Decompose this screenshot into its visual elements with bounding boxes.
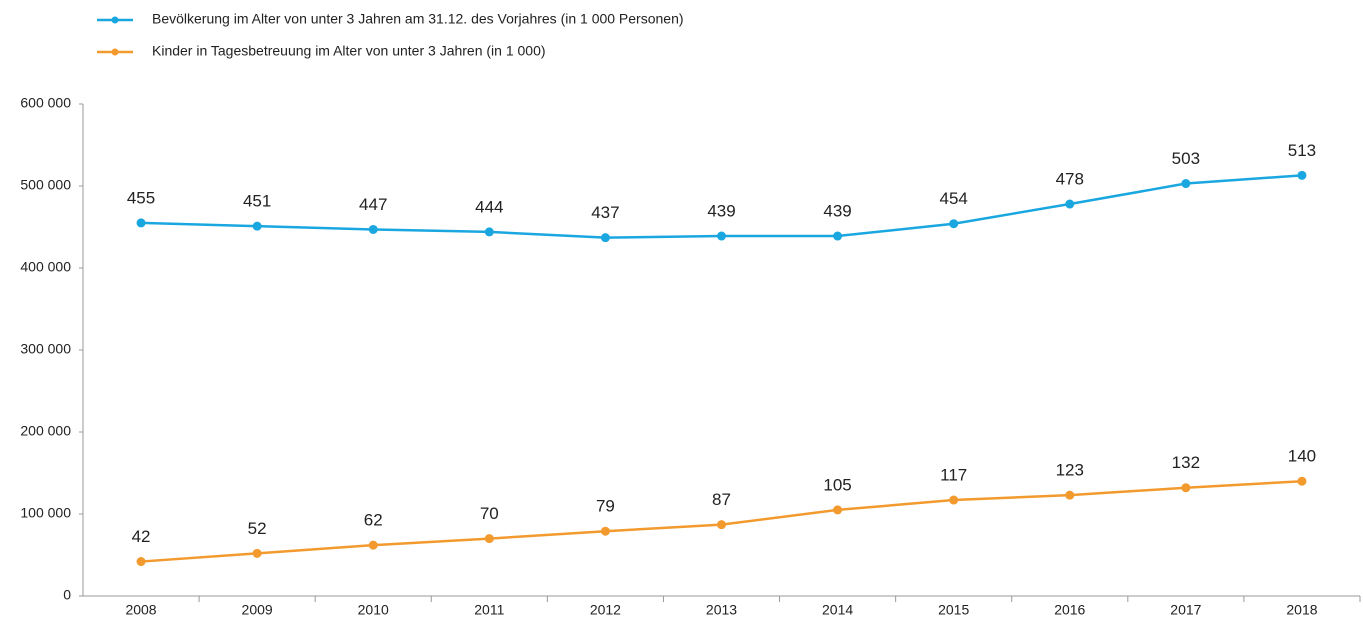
- x-tick-label: 2016: [1054, 602, 1085, 618]
- y-tick-label: 0: [63, 587, 71, 603]
- data-label: 140: [1288, 447, 1316, 466]
- data-point: [949, 495, 959, 505]
- x-tick-label: 2013: [706, 602, 737, 618]
- x-tick-label: 2009: [242, 602, 273, 618]
- data-label: 451: [243, 192, 271, 211]
- x-tick-label: 2015: [938, 602, 969, 618]
- data-point: [484, 534, 494, 544]
- legend-marker: [111, 16, 119, 24]
- y-tick-label: 500 000: [20, 177, 71, 193]
- legend-label: Kinder in Tagesbetreuung im Alter von un…: [152, 43, 546, 59]
- data-point: [136, 218, 146, 228]
- x-tick-label: 2011: [474, 602, 504, 618]
- y-tick-label: 300 000: [20, 341, 71, 357]
- data-point: [600, 526, 610, 536]
- x-tick-label: 2018: [1286, 602, 1317, 618]
- data-point: [252, 548, 262, 558]
- data-label: 454: [939, 189, 967, 208]
- y-tick-label: 100 000: [20, 505, 71, 521]
- data-point: [1065, 490, 1075, 500]
- data-label: 70: [480, 504, 499, 523]
- data-point: [1297, 476, 1307, 486]
- data-label: 132: [1172, 453, 1200, 472]
- data-label: 439: [707, 202, 735, 221]
- x-tick-label: 2010: [358, 602, 389, 618]
- legend-marker: [111, 48, 119, 56]
- data-label: 503: [1172, 149, 1200, 168]
- y-tick-label: 200 000: [20, 423, 71, 439]
- data-label: 42: [132, 527, 151, 546]
- data-point: [833, 231, 843, 241]
- y-tick-label: 600 000: [20, 95, 71, 111]
- data-point: [368, 540, 378, 550]
- data-point: [1297, 170, 1307, 180]
- data-point: [1181, 483, 1191, 493]
- data-label: 455: [127, 188, 155, 207]
- data-point: [1181, 179, 1191, 189]
- data-point: [717, 231, 726, 241]
- data-label: 444: [475, 197, 503, 216]
- data-point: [1065, 199, 1075, 209]
- x-tick-label: 2008: [125, 602, 156, 618]
- x-tick-label: 2012: [590, 602, 621, 618]
- data-label: 52: [248, 519, 267, 538]
- data-label: 478: [1056, 170, 1084, 189]
- y-tick-label: 400 000: [20, 259, 71, 275]
- data-label: 87: [712, 490, 731, 509]
- x-tick-label: 2014: [822, 602, 853, 618]
- data-point: [484, 227, 494, 237]
- data-point: [717, 520, 726, 530]
- data-label: 123: [1056, 461, 1084, 480]
- data-point: [252, 221, 262, 231]
- data-label: 79: [596, 497, 615, 516]
- data-label: 513: [1288, 141, 1316, 160]
- x-tick-label: 2017: [1170, 602, 1201, 618]
- data-label: 437: [591, 203, 619, 222]
- data-point: [136, 557, 146, 567]
- data-point: [368, 224, 378, 234]
- legend-label: Bevölkerung im Alter von unter 3 Jahren …: [152, 11, 684, 27]
- data-label: 105: [823, 475, 851, 494]
- data-point: [600, 233, 610, 243]
- data-label: 117: [940, 466, 967, 485]
- data-label: 439: [823, 202, 851, 221]
- data-label: 447: [359, 195, 387, 214]
- data-point: [833, 505, 843, 515]
- data-point: [949, 219, 959, 229]
- data-label: 62: [364, 511, 383, 530]
